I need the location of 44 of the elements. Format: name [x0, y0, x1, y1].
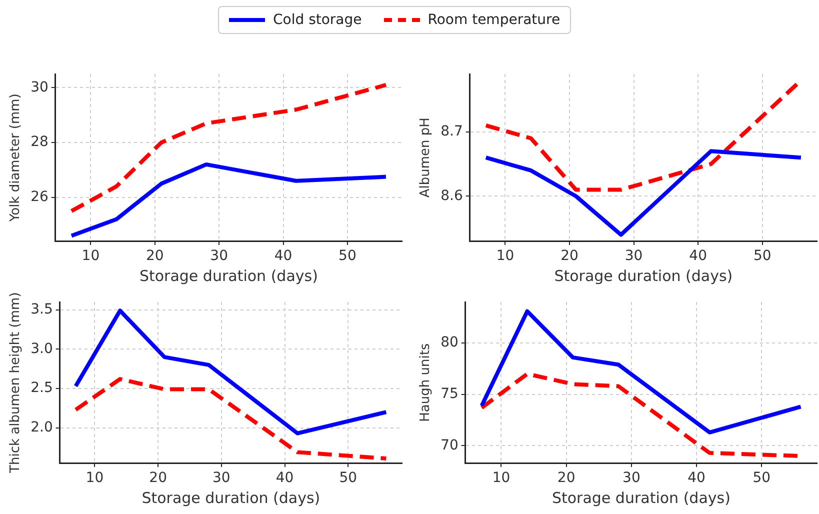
x-tick-label: 50: [339, 470, 358, 486]
y-axis-title: Thick albumen height (mm): [8, 292, 24, 474]
x-axis-title: Storage duration (days): [142, 488, 320, 507]
x-tick-label: 10: [492, 470, 510, 486]
y-tick-label: 70: [440, 437, 458, 454]
line-series: [69, 82, 388, 214]
x-tick-label: 30: [624, 248, 643, 264]
x-tick-label: 10: [496, 248, 514, 264]
x-tick-label: 30: [622, 470, 640, 486]
y-tick-label: 75: [440, 386, 458, 402]
x-tick-label: 10: [82, 248, 100, 264]
x-axis-title: Storage duration (days): [139, 266, 318, 285]
y-axis-title: Haugh units: [418, 343, 434, 422]
y-tick-label: 3.5: [30, 302, 53, 318]
legend-label: Cold storage: [273, 12, 362, 28]
legend-label: Room temperature: [428, 12, 560, 28]
x-tick-label: 50: [752, 470, 771, 486]
x-tick-label: 20: [146, 248, 164, 264]
x-tick-label: 40: [689, 248, 707, 264]
y-tick-label: 28: [30, 134, 48, 150]
y-tick-label: 8.6: [440, 188, 463, 204]
x-tick-label: 30: [212, 470, 230, 486]
x-tick-label: 20: [557, 470, 576, 486]
x-tick-label: 20: [149, 470, 167, 486]
x-tick-label: 40: [276, 470, 294, 486]
x-tick-label: 20: [560, 248, 578, 264]
x-tick-label: 50: [753, 248, 772, 264]
x-axis-title: Storage duration (days): [552, 488, 730, 507]
x-axis-title: Storage duration (days): [554, 266, 733, 285]
y-tick-label: 3.0: [30, 340, 53, 357]
x-tick-label: 40: [274, 248, 292, 264]
y-axis-title: Yolk diameter (mm): [8, 94, 24, 223]
x-tick-label: 40: [688, 470, 706, 486]
y-tick-label: 2.5: [30, 380, 53, 396]
y-tick-label: 30: [30, 79, 48, 96]
y-tick-label: 8.7: [440, 124, 463, 140]
x-tick-label: 10: [86, 470, 104, 486]
y-axis-title: Albumen pH: [418, 118, 434, 198]
line-series: [74, 377, 388, 460]
x-tick-label: 30: [210, 248, 228, 264]
y-tick-label: 26: [30, 188, 48, 205]
y-tick-label: 2.0: [30, 419, 53, 436]
x-tick-label: 50: [338, 248, 356, 264]
y-tick-label: 80: [440, 334, 458, 351]
